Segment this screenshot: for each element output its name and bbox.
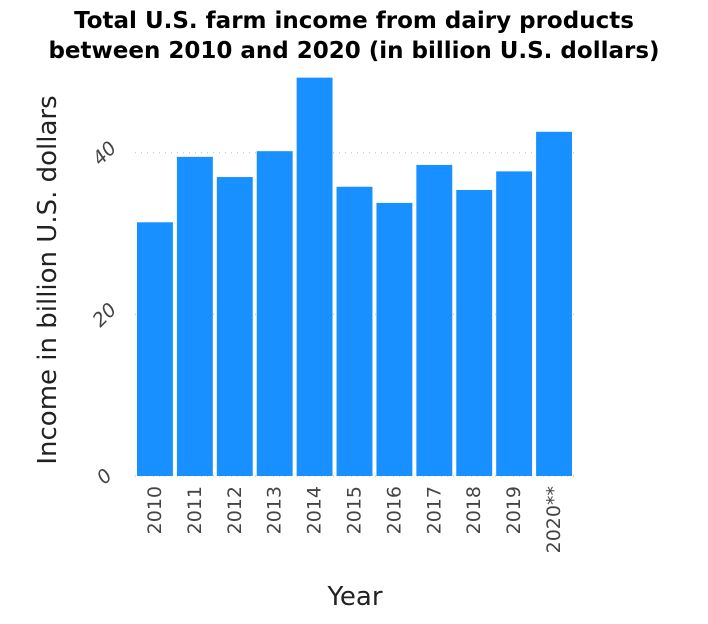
x-tick-label-2015: 2015	[344, 486, 366, 534]
x-tick-label-2016: 2016	[383, 486, 405, 534]
bar-2012	[216, 177, 253, 477]
bar-2014	[296, 77, 333, 476]
x-tick-label-2014: 2014	[304, 486, 326, 534]
bar-2013	[256, 151, 293, 476]
bar-2020**	[536, 131, 572, 477]
chart-title-line-1: Total U.S. farm income from dairy produc…	[74, 8, 634, 34]
bar-2015	[336, 186, 373, 476]
x-tick-label-2011: 2011	[184, 486, 206, 534]
y-tick-label-20: 20	[88, 299, 121, 332]
y-tick-label-40: 40	[88, 137, 121, 170]
x-tick-label-2019: 2019	[503, 486, 525, 534]
bar-2010	[137, 222, 173, 476]
x-tick-label-2010: 2010	[144, 486, 166, 534]
bar-2011	[176, 156, 213, 476]
bar-2018	[456, 189, 493, 476]
x-tick-label-2020**: 2020**	[543, 486, 565, 553]
x-tick-label-2013: 2013	[264, 486, 286, 534]
bar-2016	[376, 202, 413, 476]
x-axis-label: Year	[327, 582, 383, 612]
bar-2019	[496, 171, 533, 476]
bar-2017	[416, 164, 453, 477]
x-tick-label-2012: 2012	[224, 486, 246, 534]
x-tick-label-2017: 2017	[423, 486, 445, 534]
chart-title: Total U.S. farm income from dairy produc…	[0, 6, 708, 66]
chart-title-line-2: between 2010 and 2020 (in billion U.S. d…	[48, 38, 660, 64]
x-tick-label-2018: 2018	[463, 486, 485, 534]
y-tick-label-0: 0	[93, 465, 117, 489]
